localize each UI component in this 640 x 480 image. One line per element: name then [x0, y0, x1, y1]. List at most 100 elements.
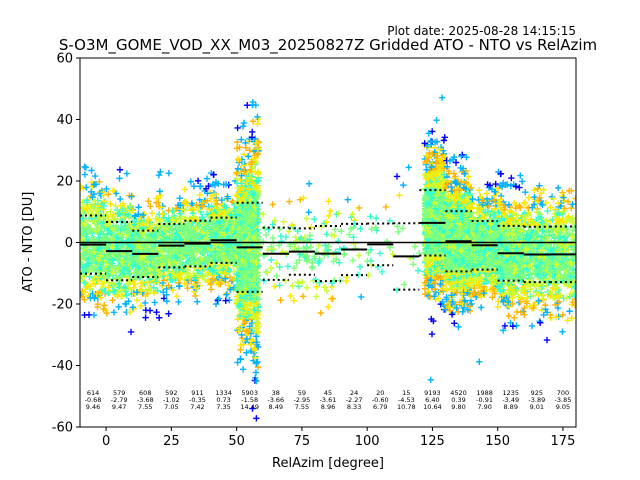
scatter-point: [116, 280, 123, 287]
scatter-point: [108, 269, 116, 276]
scatter-point: [84, 262, 91, 269]
scatter-point: [117, 202, 124, 210]
scatter-point: [87, 294, 94, 301]
scatter-point: [119, 205, 126, 213]
scatter-point: [113, 254, 120, 261]
scatter-point: [122, 288, 129, 295]
scatter-point: [86, 227, 93, 234]
scatter-point: [130, 284, 137, 292]
scatter-point: [119, 266, 126, 274]
scatter-point: [123, 170, 131, 177]
scatter-point: [88, 167, 95, 174]
scatter-point: [123, 264, 131, 271]
scatter-point: [80, 231, 85, 239]
scatter-point: [128, 193, 135, 200]
scatter-point: [116, 175, 123, 182]
scatter-point: [116, 230, 123, 237]
scatter-point: [80, 215, 87, 223]
scatter-point: [117, 218, 125, 225]
scatter-point: [86, 286, 93, 293]
scatter-point: [109, 280, 117, 288]
scatter-point: [97, 264, 104, 271]
scatter-point: [88, 188, 95, 196]
scatter-point: [142, 306, 150, 314]
scatter-point: [145, 198, 152, 205]
scatter-point: [100, 302, 108, 309]
scatter-point: [96, 289, 103, 296]
scatter-point: [96, 252, 104, 259]
scatter-point: [81, 311, 88, 319]
scatter-point: [80, 293, 86, 301]
scatter-points: [80, 94, 576, 422]
chart-title: S-O3M_GOME_VOD_XX_M03_20250827Z Gridded …: [59, 36, 597, 55]
scatter-point: [127, 328, 135, 336]
scatter-point: [111, 288, 118, 295]
scatter-point: [117, 227, 124, 234]
scatter-point: [125, 280, 132, 287]
scatter-point: [93, 238, 100, 245]
scatter-point: [106, 287, 113, 294]
scatter-point: [109, 297, 116, 304]
scatter-point: [119, 233, 127, 241]
scatter-point: [104, 284, 112, 291]
scatter-point: [116, 210, 123, 217]
scatter-point: [103, 309, 110, 317]
scatter-point: [118, 272, 126, 280]
scatter-point: [90, 311, 98, 319]
scatter-point: [83, 233, 90, 240]
scatter-point: [89, 256, 96, 263]
plot-date-label: Plot date: 2025-08-28 14:15:15: [387, 24, 576, 38]
scatter-point: [137, 271, 144, 278]
scatter-point: [104, 217, 111, 225]
scatter-point: [82, 164, 90, 171]
scatter-point: [112, 242, 120, 249]
scatter-point: [100, 188, 107, 196]
scatter-point: [94, 303, 101, 311]
scatter-point: [81, 269, 89, 276]
scatter-point: [103, 210, 110, 218]
scatter-point: [94, 267, 101, 274]
scatter-point: [89, 193, 96, 201]
scatter-point: [80, 278, 87, 285]
scatter-point: [92, 281, 99, 288]
scatter-point: [81, 163, 88, 171]
scatter-point: [86, 273, 93, 281]
scatter-point: [107, 263, 114, 271]
scatter-point: [123, 292, 130, 299]
scatter-point: [91, 197, 99, 205]
scatter-point: [104, 254, 112, 262]
scatter-point: [109, 225, 117, 233]
scatter-point: [92, 181, 100, 188]
scatter-point: [112, 190, 120, 197]
scatter-point: [103, 272, 111, 279]
scatter-point: [110, 215, 118, 223]
scatter-point: [97, 230, 104, 237]
scatter-point: [116, 166, 124, 173]
scatter-point: [114, 293, 121, 300]
scatter-point: [94, 277, 102, 285]
scatter-point: [147, 202, 154, 210]
scatter-point: [103, 236, 110, 243]
scatter-point: [120, 209, 127, 216]
scatter-point: [91, 172, 99, 180]
scatter-point: [137, 302, 144, 310]
scatter-point: [126, 308, 134, 316]
scatter-point: [116, 195, 124, 203]
scatter-point: [109, 232, 116, 240]
scatter-point: [107, 200, 114, 208]
scatter-point: [105, 190, 112, 198]
scatter-point: [86, 252, 93, 259]
scatter-point: [95, 256, 102, 264]
scatter-point: [81, 288, 88, 296]
scatter-point: [142, 314, 149, 321]
scatter-point: [123, 227, 130, 235]
scatter-point: [103, 185, 110, 193]
scatter-point: [90, 217, 98, 225]
scatter-point: [95, 210, 103, 217]
scatter-point: [90, 248, 98, 255]
scatter-point: [81, 171, 89, 178]
scatter-point: [119, 258, 126, 265]
scatter-point: [80, 226, 87, 233]
scatter-point: [99, 280, 106, 288]
scatter-point: [117, 240, 124, 247]
